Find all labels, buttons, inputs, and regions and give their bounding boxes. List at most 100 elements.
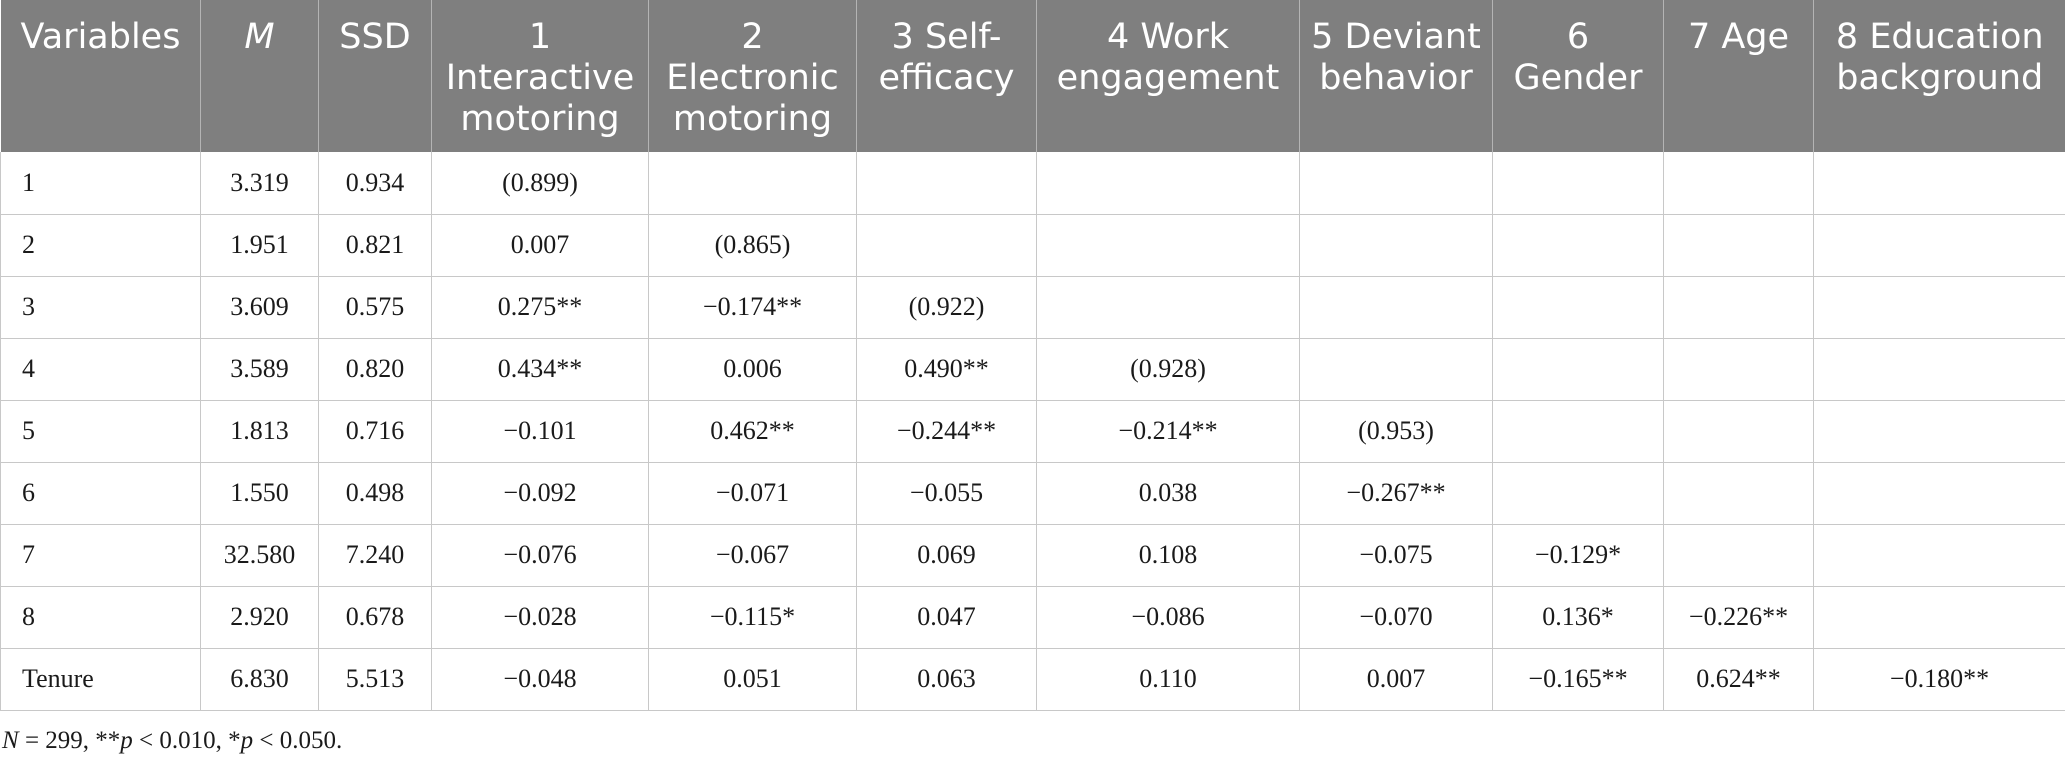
table-row: 3 3.609 0.575 0.275** −0.174** (0.922): [0, 276, 2065, 339]
table-cell: [1663, 400, 1814, 463]
table-row: 7 32.580 7.240 −0.076 −0.067 0.069 0.108 −0.075…: [0, 524, 2065, 587]
table-cell: 0.716: [318, 400, 432, 463]
table-cell: −0.048: [431, 648, 649, 711]
table-cell: [1492, 214, 1664, 277]
column-header-label: 8 Education background: [1835, 17, 2044, 98]
table-cell: 0.047: [856, 586, 1037, 649]
table-cell: 3.609: [200, 276, 319, 339]
table-cell: 0.006: [648, 338, 857, 401]
column-header: SSD: [318, 0, 432, 152]
column-header-label: 4 Work engagement: [1056, 17, 1280, 98]
table-cell: 0.275**: [431, 276, 649, 339]
table-cell: 0.007: [431, 214, 649, 277]
table-cell: −0.214**: [1036, 400, 1300, 463]
table-cell: −0.092: [431, 462, 649, 525]
column-header: 3 Self-efficacy: [856, 0, 1037, 152]
table-cell: 3.319: [200, 152, 319, 215]
table-row: 5 1.813 0.716 −0.101 0.462** −0.244** −0.214**…: [0, 400, 2065, 463]
table-cell: 32.580: [200, 524, 319, 587]
table-cell: [1663, 214, 1814, 277]
table-cell: 0.490**: [856, 338, 1037, 401]
table-row: Tenure 6.830 5.513 −0.048 0.051 0.063 0.110 0.0…: [0, 648, 2065, 711]
table-cell: 2.920: [200, 586, 319, 649]
table-cell: −0.055: [856, 462, 1037, 525]
correlation-table: Variables M SSD 1 Interactive motoring 2 Ele…: [0, 0, 2065, 711]
table-cell: 6.830: [200, 648, 319, 711]
table-cell: 0.462**: [648, 400, 857, 463]
table-cell: (0.899): [431, 152, 649, 215]
table-cell: 0.678: [318, 586, 432, 649]
table-cell: −0.267**: [1299, 462, 1493, 525]
column-header: 1 Interactive motoring: [431, 0, 649, 152]
table-cell: [1813, 152, 2065, 215]
table-cell: −0.226**: [1663, 586, 1814, 649]
table-body: 1 3.319 0.934 (0.899) 2 1.951 0.821 0.007 (0.865…: [0, 152, 2065, 711]
column-header: 7 Age: [1663, 0, 1814, 152]
table-cell: 0.038: [1036, 462, 1300, 525]
table-cell: (0.922): [856, 276, 1037, 339]
correlation-table-container: Variables M SSD 1 Interactive motoring 2 Ele…: [0, 0, 2065, 711]
table-cell: 0.434**: [431, 338, 649, 401]
table-cell: 1.813: [200, 400, 319, 463]
table-cell: −0.129*: [1492, 524, 1664, 587]
table-cell: [1813, 338, 2065, 401]
table-cell: [1299, 152, 1493, 215]
table-cell: [1663, 338, 1814, 401]
table-cell: [1299, 338, 1493, 401]
table-cell: (0.865): [648, 214, 857, 277]
table-cell: −0.101: [431, 400, 649, 463]
column-header: 5 Deviant behavior: [1299, 0, 1493, 152]
table-cell: −0.075: [1299, 524, 1493, 587]
table-cell: 0.821: [318, 214, 432, 277]
table-cell: −0.180**: [1813, 648, 2065, 711]
row-label-cell: Tenure: [0, 648, 201, 711]
table-cell: [1813, 524, 2065, 587]
table-cell: 1.951: [200, 214, 319, 277]
footnote-p2-symbol: p: [240, 727, 254, 754]
column-header-label: SSD: [339, 17, 411, 57]
table-cell: 7.240: [318, 524, 432, 587]
table-cell: −0.071: [648, 462, 857, 525]
table-cell: [1813, 586, 2065, 649]
table-cell: −0.244**: [856, 400, 1037, 463]
row-label-cell: 8: [0, 586, 201, 649]
table-cell: [1299, 276, 1493, 339]
table-cell: (0.953): [1299, 400, 1493, 463]
table-cell: −0.165**: [1492, 648, 1664, 711]
table-cell: 0.498: [318, 462, 432, 525]
footnote-p1-text: < 0.010, *: [132, 727, 241, 754]
row-label-cell: 3: [0, 276, 201, 339]
table-cell: [1663, 152, 1814, 215]
table-cell: [1492, 276, 1664, 339]
row-label-cell: 6: [0, 462, 201, 525]
row-label-cell: 2: [0, 214, 201, 277]
table-cell: [1663, 524, 1814, 587]
table-row: 4 3.589 0.820 0.434** 0.006 0.490** (0.928): [0, 338, 2065, 401]
table-cell: −0.086: [1036, 586, 1300, 649]
column-header: 8 Education background: [1813, 0, 2065, 152]
table-cell: [1663, 462, 1814, 525]
column-header: 4 Work engagement: [1036, 0, 1300, 152]
table-cell: [1299, 214, 1493, 277]
table-cell: [1036, 276, 1300, 339]
column-header-label: 2 Electronic motoring: [666, 17, 839, 139]
table-cell: −0.067: [648, 524, 857, 587]
table-cell: −0.028: [431, 586, 649, 649]
table-cell: 0.007: [1299, 648, 1493, 711]
table-cell: [1813, 214, 2065, 277]
footnote-p1-symbol: p: [120, 727, 133, 754]
table-cell: 0.136*: [1492, 586, 1664, 649]
row-label-cell: 1: [0, 152, 201, 215]
table-cell: [856, 152, 1037, 215]
header-row: Variables M SSD 1 Interactive motoring 2 Ele…: [0, 0, 2065, 152]
table-cell: 0.063: [856, 648, 1037, 711]
table-cell: −0.070: [1299, 586, 1493, 649]
footnote-n-text: = 299, **: [18, 727, 121, 754]
table-cell: [1036, 152, 1300, 215]
table-cell: 0.624**: [1663, 648, 1814, 711]
table-cell: [1492, 462, 1664, 525]
table-row: 6 1.550 0.498 −0.092 −0.071 −0.055 0.038 −0.267…: [0, 462, 2065, 525]
column-header: M: [200, 0, 319, 152]
column-header-label: M: [244, 17, 275, 57]
column-header-label: 1 Interactive motoring: [445, 17, 635, 139]
